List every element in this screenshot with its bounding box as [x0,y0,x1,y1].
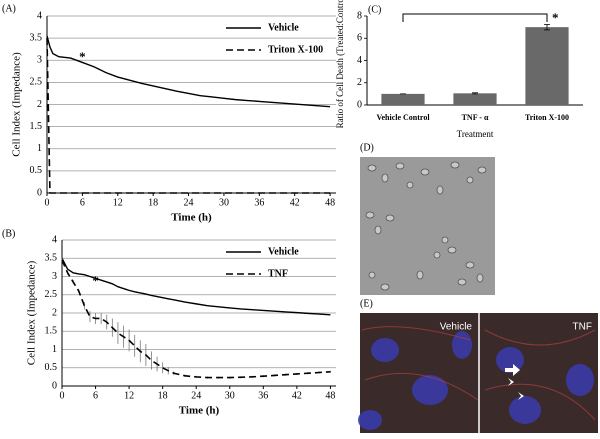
annotation: * [552,10,559,25]
line-series [46,35,331,108]
x-axis-label: Time (h) [171,212,212,224]
image-label: TNF [573,322,592,333]
bar [381,93,425,105]
x-tick-label: 18 [158,390,168,401]
y-tick-label: 0 [357,99,362,110]
y-tick-label: 3 [52,271,57,282]
y-tick-label: 2 [37,99,42,110]
x-tick-label: TNF - α [462,113,489,122]
y-tick-label: 3.5 [30,32,43,43]
y-tick-label: 2.5 [30,77,43,88]
x-tick-label: 12 [124,390,134,401]
y-tick-label: 0.5 [30,165,43,176]
y-tick-label: 3.5 [45,253,58,264]
y-tick-label: 6 [357,33,362,44]
x-tick-label: 30 [219,197,229,208]
x-tick-label: 12 [113,197,123,208]
y-tick-label: 2 [357,77,362,88]
panel-label: (C) [368,4,381,15]
x-tick-label: 18 [148,197,158,208]
x-tick-label: 0 [60,390,65,401]
y-tick-label: 0 [52,380,57,391]
y-tick-label: 1.5 [45,326,58,337]
micrograph-d [360,157,495,295]
legend-label: Triton X-100 [268,44,323,55]
y-tick-label: 3 [37,55,42,66]
x-tick-label: 48 [325,390,335,401]
legend-label: TNF [268,268,288,279]
x-tick-label: 42 [290,197,300,208]
y-tick-label: 1 [37,143,42,154]
y-tick-label: 0 [37,187,42,198]
micrograph-e: Vehicle TNF [358,313,598,433]
legend-label: Vehicle [268,22,299,33]
line-series [61,257,331,316]
x-tick-label: 6 [80,197,85,208]
y-axis-label: Ratio of Cell Death (Treated:Control) [335,0,345,128]
panel-label: (D) [360,142,374,153]
bar [525,27,569,105]
bar [453,93,497,105]
image-label: Vehicle [440,322,473,333]
y-tick-label: 0.5 [45,362,58,373]
significance-bracket [402,13,548,22]
x-axis-label: Time (h) [179,405,220,417]
x-tick-label: Vehicle Control [376,113,430,122]
x-tick-label: 24 [184,197,194,208]
annotation: * [79,49,86,64]
annotation: * [92,273,99,288]
x-tick-label: 48 [325,197,335,208]
y-tick-label: 1.5 [30,121,43,132]
y-tick-label: 4 [37,10,42,21]
x-tick-label: Triton X-100 [525,113,569,122]
y-tick-label: 1 [52,344,57,355]
panel-label: (A) [2,3,16,14]
line-series [46,38,331,194]
panel-label: (B) [2,228,15,239]
y-tick-label: 2.5 [45,289,58,300]
x-axis-label: Treatment [457,129,494,139]
x-tick-label: 42 [292,390,302,401]
line-series [61,259,331,379]
x-tick-label: 0 [45,197,50,208]
legend-label: Vehicle [268,246,299,257]
y-axis-label: Cell Index (Impedance) [11,52,23,157]
y-tick-label: 4 [52,234,57,245]
y-tick-label: 4 [357,55,362,66]
y-tick-label: 2 [52,307,57,318]
x-tick-label: 36 [258,390,268,401]
y-tick-label: 8 [357,10,362,21]
x-tick-label: 30 [225,390,235,401]
x-tick-label: 6 [93,390,98,401]
error-bar [544,23,550,31]
x-tick-label: 24 [191,390,201,401]
y-axis-label: Cell Index (Impedance) [26,260,38,365]
error-bar [472,92,478,95]
x-tick-label: 36 [254,197,264,208]
panel-label: (E) [360,298,373,309]
